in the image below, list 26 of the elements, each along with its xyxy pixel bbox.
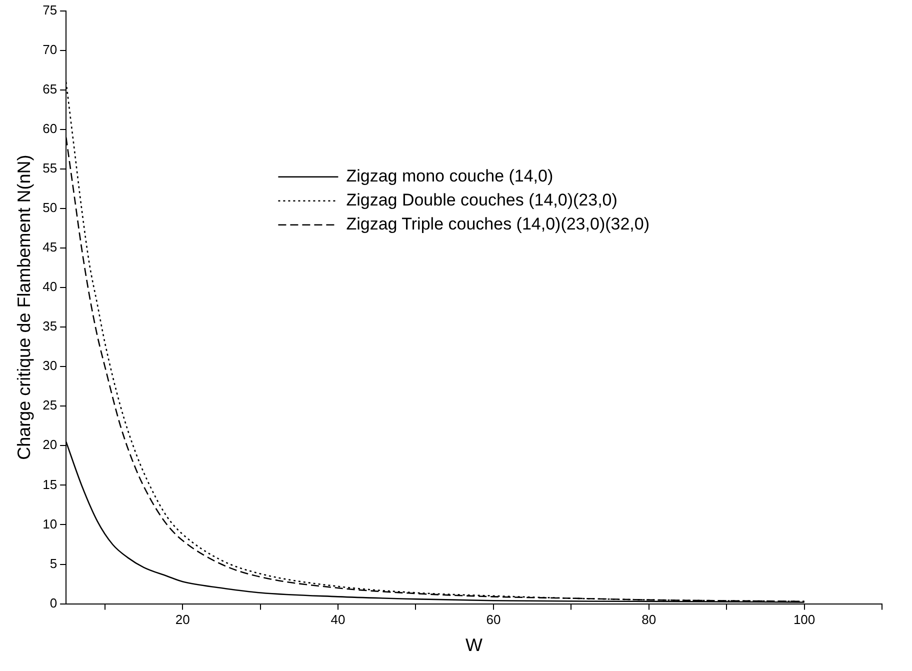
y-tick-label: 30 bbox=[42, 358, 58, 374]
x-tick-label: 40 bbox=[330, 612, 346, 628]
legend-label: Zigzag Double couches (14,0)(23,0) bbox=[346, 190, 618, 210]
x-tick-label: 60 bbox=[486, 612, 501, 628]
legend-label: Zigzag mono couche (14,0) bbox=[346, 166, 554, 186]
y-tick-label: 70 bbox=[42, 42, 58, 57]
y-tick-label: 75 bbox=[42, 2, 58, 18]
y-tick-label: 10 bbox=[42, 516, 58, 532]
y-tick-label: 15 bbox=[42, 476, 58, 492]
y-axis-title: Charge critique de Flambement N(nN) bbox=[14, 154, 34, 460]
y-tick-label: 65 bbox=[42, 81, 58, 96]
y-tick-label: 50 bbox=[42, 200, 58, 216]
y-tick-label: 35 bbox=[42, 318, 58, 334]
x-tick-label: 20 bbox=[175, 612, 190, 628]
x-tick-label: 80 bbox=[642, 612, 656, 628]
y-tick-label: 20 bbox=[42, 437, 58, 452]
y-tick-label: 60 bbox=[42, 120, 58, 136]
x-tick-label: 100 bbox=[793, 612, 816, 628]
y-tick-label: 40 bbox=[42, 279, 58, 294]
y-tick-label: 55 bbox=[42, 160, 58, 176]
legend-label: Zigzag Triple couches (14,0)(23,0)(32,0) bbox=[346, 214, 650, 234]
y-tick-label: 45 bbox=[42, 240, 58, 255]
y-tick-label: 25 bbox=[42, 398, 58, 413]
x-axis-title: W bbox=[466, 635, 483, 656]
y-tick-label: 0 bbox=[50, 595, 58, 610]
y-tick-label: 5 bbox=[50, 556, 58, 571]
